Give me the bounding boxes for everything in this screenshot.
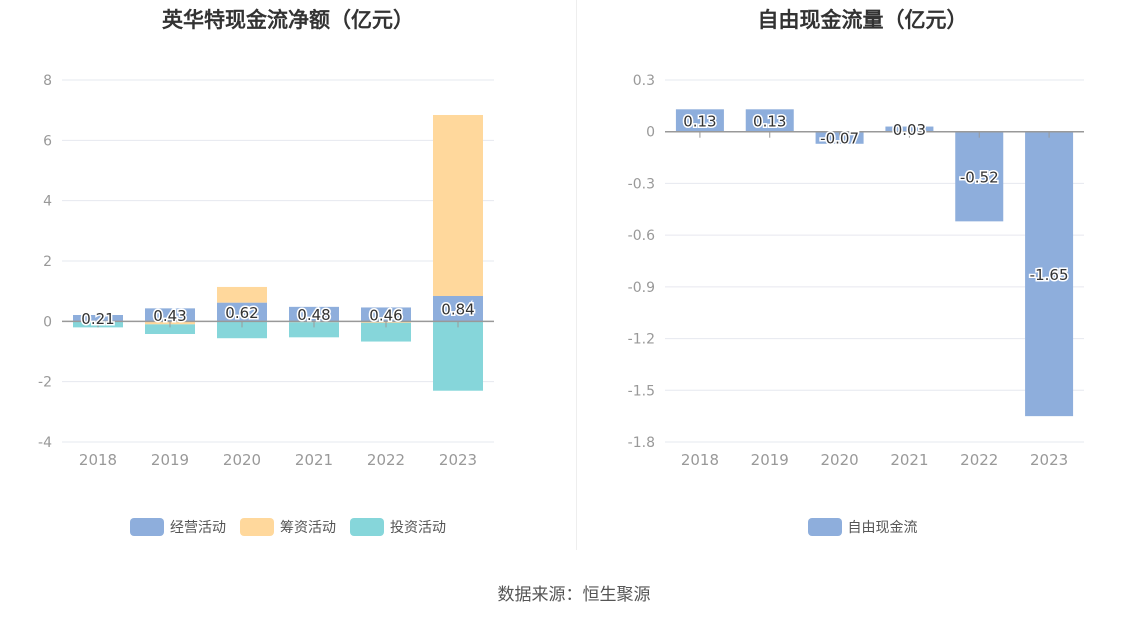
free-cash-flow-chart-panel: 自由现金流量（亿元） 0.3 0 -0.3 -0.6 -0.9 -1.2 -1.5 -1.8 0… — [577, 0, 1148, 560]
x-tick-label: 2022 — [960, 451, 998, 469]
x-tick-label: 2021 — [295, 451, 333, 469]
y-tick-label: -4 — [38, 435, 52, 451]
y-tick-label: 0 — [43, 314, 52, 330]
y-tick-label: -1.8 — [628, 435, 655, 451]
x-tick-label: 2021 — [890, 451, 928, 469]
legend-item[interactable]: 筹资活动 — [240, 517, 336, 537]
y-tick-label: -2 — [38, 375, 52, 391]
chart-title: 自由现金流量（亿元） — [757, 8, 968, 32]
bar — [73, 314, 123, 322]
bar — [361, 322, 411, 342]
bar — [885, 126, 934, 132]
bar — [217, 302, 267, 322]
data-label: -1.65 — [1030, 266, 1069, 284]
chart-legend: 自由现金流 — [577, 517, 1148, 537]
y-tick-label: -0.3 — [628, 176, 655, 192]
legend-label: 经营活动 — [170, 520, 226, 536]
x-tick-label: 2023 — [1030, 451, 1068, 469]
x-tick-label: 2023 — [439, 451, 477, 469]
y-tick-label: -0.6 — [628, 228, 655, 244]
data-label: 0.13 — [683, 113, 716, 131]
data-label: 0.43 — [153, 307, 186, 325]
x-tick-label: 2022 — [367, 451, 405, 469]
bar — [433, 114, 483, 296]
bar — [433, 321, 483, 391]
data-label: 0.13 — [753, 113, 786, 131]
data-label: -0.52 — [960, 169, 999, 187]
data-label: 0.62 — [225, 304, 258, 322]
x-tick-label: 2020 — [223, 451, 261, 469]
legend-swatch — [807, 518, 842, 536]
legend-swatch — [350, 518, 384, 536]
free-cash-flow-chart: 0.3 0 -0.3 -0.6 -0.9 -1.2 -1.5 -1.8 0.13 0.13 -0.0… — [628, 73, 1084, 469]
bar — [217, 321, 267, 339]
y-tick-label: 0.3 — [633, 73, 655, 89]
y-tick-label: 4 — [43, 194, 52, 210]
bar — [433, 295, 483, 322]
bar — [955, 131, 1004, 222]
y-tick-label: 6 — [43, 133, 52, 149]
legend-label: 筹资活动 — [280, 520, 336, 536]
x-tick-label: 2019 — [151, 451, 189, 469]
cash-flow-chart-panel: 英华特现金流净额（亿元） -4 -2 0 2 4 6 8 0.21 0.43 0.62 0.48 0.… — [0, 0, 576, 560]
data-label: 0.21 — [81, 310, 114, 328]
x-tick-label: 2018 — [681, 451, 719, 469]
legend-swatch — [240, 518, 274, 536]
data-source-label: 数据来源：恒生聚源 — [497, 585, 651, 605]
bar — [217, 286, 267, 303]
cash-flow-chart: -4 -2 0 2 4 6 8 0.21 0.43 0.62 0.48 0.46 0.84 2018 201… — [38, 73, 494, 469]
y-tick-label: -1.2 — [628, 332, 655, 348]
chart-title: 英华特现金流净额（亿元） — [162, 8, 414, 32]
bar — [361, 307, 411, 322]
data-label: 0.48 — [297, 306, 330, 324]
x-tick-label: 2018 — [79, 451, 117, 469]
bar — [289, 306, 339, 322]
y-tick-label: -1.5 — [628, 383, 655, 399]
legend-label: 自由现金流 — [847, 520, 918, 536]
bar — [675, 109, 724, 132]
y-tick-label: -0.9 — [628, 280, 655, 296]
chart-legend: 经营活动 筹资活动 投资活动 — [0, 517, 576, 537]
y-tick-label: 8 — [43, 73, 52, 89]
legend-swatch — [130, 518, 164, 536]
x-tick-label: 2020 — [820, 451, 858, 469]
x-tick-label: 2019 — [751, 451, 789, 469]
y-tick-label: 2 — [43, 254, 52, 270]
y-tick-label: 0 — [646, 125, 655, 141]
bar — [1025, 131, 1074, 417]
bar — [145, 308, 195, 322]
bar — [289, 322, 339, 338]
panel-divider — [576, 0, 577, 550]
legend-item[interactable]: 经营活动 — [130, 517, 226, 537]
data-label: 0.84 — [441, 301, 474, 319]
legend-item[interactable]: 投资活动 — [350, 517, 446, 537]
bar — [815, 131, 864, 144]
legend-item[interactable]: 自由现金流 — [807, 517, 918, 537]
data-label: -0.07 — [820, 130, 859, 148]
bar — [745, 109, 794, 132]
data-label: 0.03 — [893, 121, 926, 139]
bar — [145, 324, 195, 335]
legend-label: 投资活动 — [390, 520, 446, 536]
data-label: 0.46 — [369, 306, 402, 324]
